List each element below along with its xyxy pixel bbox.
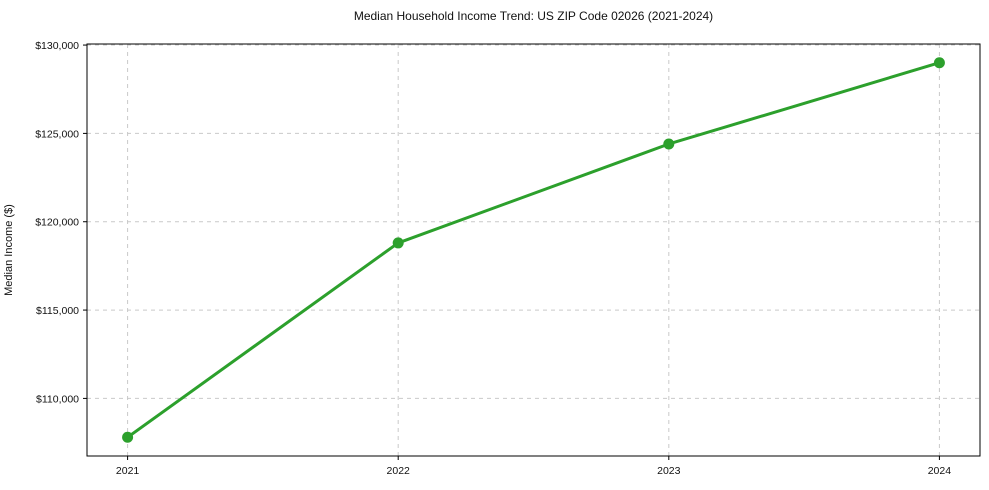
- chart-title: Median Household Income Trend: US ZIP Co…: [353, 9, 714, 23]
- x-tick-label: 2023: [657, 465, 681, 477]
- data-point-marker: [663, 138, 675, 150]
- data-point-marker: [933, 57, 945, 69]
- plot-border: [86, 43, 981, 457]
- y-tick-label: $110,000: [36, 393, 79, 405]
- x-tick-label: 2021: [116, 465, 140, 477]
- y-tick-label: $130,000: [35, 40, 79, 52]
- x-tick-label: 2022: [387, 465, 411, 477]
- data-point-marker: [392, 237, 404, 249]
- data-point-marker: [122, 431, 134, 443]
- y-axis-title: Median Income ($): [3, 204, 15, 296]
- y-tick-label: $120,000: [35, 217, 79, 229]
- y-tick-label: $115,000: [36, 305, 79, 317]
- y-tick-label: $125,000: [35, 128, 79, 140]
- trend-line: [126, 61, 941, 439]
- x-tick-label: 2024: [928, 465, 952, 477]
